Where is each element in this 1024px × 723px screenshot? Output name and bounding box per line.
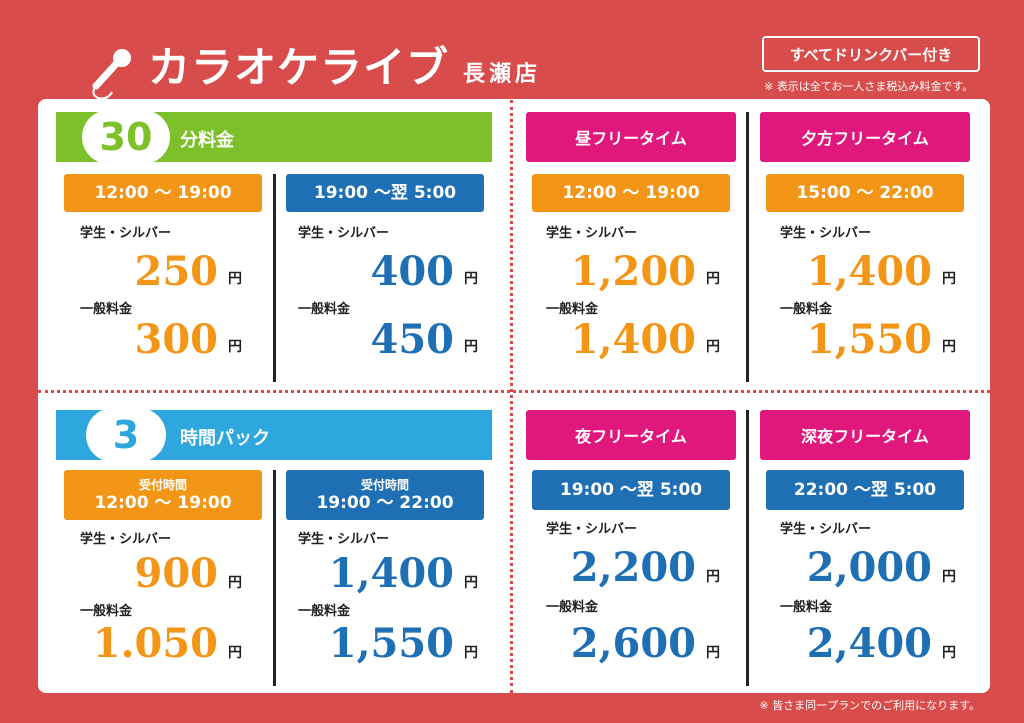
price-value: 2,600 <box>570 620 696 667</box>
yen-label: 円 <box>706 271 720 287</box>
price-value: 1,400 <box>570 316 696 363</box>
price-value: 1,200 <box>570 248 696 295</box>
general-label: 一般料金 <box>80 302 133 317</box>
time-slot: 15:00 ～ 22:00 <box>766 174 964 212</box>
price-value: 1,550 <box>328 620 454 667</box>
yen-label: 円 <box>942 271 956 287</box>
column-divider <box>273 470 276 686</box>
student-label: 学生・シルバー <box>546 226 638 241</box>
free-time-title: 深夜フリータイム <box>760 410 970 460</box>
price-value: 2,000 <box>806 544 932 591</box>
price-value: 450 <box>370 316 455 363</box>
general-label: 一般料金 <box>780 302 833 317</box>
general-label: 一般料金 <box>780 600 833 615</box>
time-slot: 受付時間 12:00 ～ 19:00 <box>64 470 262 520</box>
general-label: 一般料金 <box>80 604 133 619</box>
student-label: 学生・シルバー <box>298 226 390 241</box>
time-range: 19:00 ～ 22:00 <box>316 493 454 513</box>
free-time-title: 夜フリータイム <box>526 410 736 460</box>
price-value: 2,400 <box>806 620 932 667</box>
plan-3hour-number: 3 <box>86 408 166 462</box>
tax-note: ※ 表示は全てお一人さま税込み料金です。 <box>764 80 974 93</box>
vertical-divider <box>510 100 513 693</box>
horizontal-divider <box>38 390 990 393</box>
general-label: 一般料金 <box>546 302 599 317</box>
yen-label: 円 <box>228 271 242 287</box>
time-slot: 19:00 ～翌 5:00 <box>286 174 484 212</box>
free-time-title: 夕方フリータイム <box>760 112 970 162</box>
plan-30min-number: 30 <box>82 110 170 164</box>
time-slot: 12:00 ～ 19:00 <box>64 174 262 212</box>
student-label: 学生・シルバー <box>80 226 172 241</box>
plan-30min-label: 分料金 <box>180 130 234 151</box>
price-value: 1,400 <box>328 550 454 597</box>
student-label: 学生・シルバー <box>80 532 172 547</box>
price-value: 250 <box>134 248 219 295</box>
drink-bar-badge: すべてドリンクバー付き <box>762 36 980 72</box>
time-slot: 22:00 ～翌 5:00 <box>766 470 964 510</box>
price-value: 400 <box>370 248 455 295</box>
student-label: 学生・シルバー <box>780 522 872 537</box>
student-label: 学生・シルバー <box>298 532 390 547</box>
price-value: 1,400 <box>806 248 932 295</box>
price-value: 1.050 <box>92 620 218 667</box>
yen-label: 円 <box>464 339 478 355</box>
general-label: 一般料金 <box>298 604 351 619</box>
yen-label: 円 <box>228 339 242 355</box>
time-range: 12:00 ～ 19:00 <box>94 493 232 513</box>
general-label: 一般料金 <box>298 302 351 317</box>
time-slot: 受付時間 19:00 ～ 22:00 <box>286 470 484 520</box>
price-value: 2,200 <box>570 544 696 591</box>
yen-label: 円 <box>228 575 242 591</box>
yen-label: 円 <box>706 645 720 661</box>
yen-label: 円 <box>706 339 720 355</box>
price-value: 900 <box>134 550 219 597</box>
yen-label: 円 <box>942 645 956 661</box>
logo: カラオケライブ 長瀬店 <box>148 44 541 92</box>
yen-label: 円 <box>942 339 956 355</box>
microphone-icon <box>92 49 131 100</box>
column-divider <box>746 410 749 686</box>
yen-label: 円 <box>942 569 956 585</box>
general-label: 一般料金 <box>546 600 599 615</box>
student-label: 学生・シルバー <box>546 522 638 537</box>
plan-3hour-header: 3 時間パック <box>56 408 492 462</box>
time-slot: 12:00 ～ 19:00 <box>532 174 730 212</box>
store-title: カラオケライブ <box>148 43 450 92</box>
price-value: 300 <box>134 316 219 363</box>
yen-label: 円 <box>464 271 478 287</box>
yen-label: 円 <box>464 645 478 661</box>
store-branch: 長瀬店 <box>463 62 542 87</box>
reception-label: 受付時間 <box>138 478 187 492</box>
column-divider <box>746 112 749 382</box>
yen-label: 円 <box>464 575 478 591</box>
plan-note: ※ 皆さま同一プランでのご利用になります。 <box>759 699 980 712</box>
yen-label: 円 <box>706 569 720 585</box>
price-value: 1,550 <box>806 316 932 363</box>
plan-30min-header: 30 分料金 <box>56 110 492 164</box>
student-label: 学生・シルバー <box>780 226 872 241</box>
column-divider <box>273 174 276 382</box>
plan-3hour-label: 時間パック <box>180 428 270 449</box>
reception-label: 受付時間 <box>360 478 409 492</box>
free-time-title: 昼フリータイム <box>526 112 736 162</box>
yen-label: 円 <box>228 645 242 661</box>
time-slot: 19:00 ～翌 5:00 <box>532 470 730 510</box>
